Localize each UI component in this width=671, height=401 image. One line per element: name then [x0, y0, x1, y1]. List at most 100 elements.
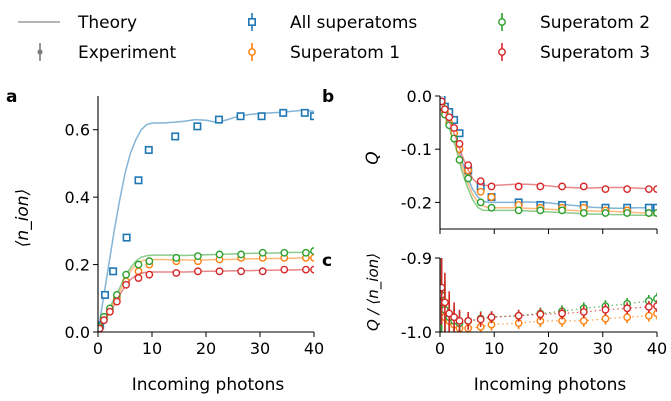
panel-a-xtick-label: 40 — [304, 339, 324, 358]
panel-b-point-superatom-2 — [579, 209, 588, 217]
panel-a-point-superatom-3 — [122, 280, 130, 289]
panel-c-point-superatom-3 — [579, 308, 588, 316]
panel-b-point-superatom-2 — [487, 203, 496, 212]
panel-b-point-superatom-2 — [536, 206, 545, 215]
panel-a-ylabel: ⟨n_ion⟩ — [13, 189, 33, 247]
panel-c-point-superatom-1 — [623, 313, 632, 322]
legend-superatom-1: Superatom 1 — [248, 43, 400, 63]
panel-b-point-superatom-2 — [601, 209, 610, 217]
panel-c-point-superatom-3 — [623, 304, 632, 313]
panel-c-point-superatom-3 — [601, 305, 610, 314]
panel-c-point-superatom-3 — [487, 313, 496, 322]
legend-superatom-1-label: Superatom 1 — [290, 43, 400, 63]
panel-a-point-all-superatoms — [193, 122, 202, 131]
panel-b-point-superatom-3 — [450, 124, 459, 132]
panel-b-point-superatom-3 — [445, 113, 454, 122]
panel-b-point-superatom-2 — [514, 206, 523, 215]
legend-superatom-2: Superatom 2 — [498, 13, 650, 33]
panel-b-theory-superatom-1 — [440, 101, 657, 214]
panel-c-point-superatom-3 — [653, 302, 657, 310]
panel-c-plot-area — [440, 258, 657, 332]
panel-a-point-superatom-2 — [258, 248, 267, 257]
panel-b-plot-area — [440, 96, 657, 217]
panel-c-xlabel: Incoming photons — [474, 375, 627, 395]
panel-a-point-all-superatoms — [171, 132, 180, 141]
panel-a-point-superatom-3 — [258, 267, 267, 276]
panel-a-point-superatom-3 — [215, 267, 224, 276]
panel-label-c: c — [322, 251, 332, 271]
panel-a-point-superatom-2 — [215, 250, 224, 259]
panel-a-xlabel: Incoming photons — [132, 375, 285, 395]
panel-c-point-superatom-3 — [536, 310, 545, 319]
panel-b-point-superatom-1 — [476, 187, 485, 196]
panel-b: 0.0 -0.1 -0.2 — [401, 87, 658, 234]
panel-a-point-superatom-2 — [122, 270, 130, 279]
panel-c-point-superatom-3 — [450, 313, 459, 322]
panel-b-point-superatom-3 — [653, 185, 657, 193]
panel-a-point-superatom-2 — [280, 248, 289, 257]
panel-a-point-superatom-3 — [237, 267, 246, 276]
panel-a-ytick-label: 0.0 — [65, 323, 90, 342]
panel-a-point-all-superatoms — [134, 176, 143, 185]
panel-a-ytick-label: 0.2 — [65, 256, 90, 275]
panel-b-point-superatom-3 — [440, 105, 449, 114]
legend-superatom-3: Superatom 3 — [498, 43, 650, 63]
panel-a-xtick-label: 10 — [142, 339, 162, 358]
panel-a-point-superatom-3 — [98, 324, 104, 332]
panel-b-point-superatom-2 — [644, 209, 653, 217]
panel-label-a: a — [6, 87, 17, 107]
legend-theory-label: Theory — [77, 13, 137, 33]
panel-a: 0 10 20 30 40 0.0 0.2 0.4 0.6 — [65, 96, 324, 358]
legend-theory: Theory — [18, 13, 137, 33]
panel-a-point-all-superatoms — [109, 267, 118, 276]
panel-a-point-all-superatoms — [144, 145, 153, 154]
panel-a-point-superatom-3 — [280, 265, 289, 274]
panel-c-xtick-label: 40 — [647, 339, 667, 358]
panel-a-ytick-label: 0.4 — [65, 188, 90, 207]
panel-c-point-superatom-3 — [455, 316, 464, 325]
panel-c-point-superatom-1 — [644, 311, 653, 320]
panel-c-point-superatom-3 — [440, 298, 449, 307]
legend-all-superatoms-label: All superatoms — [290, 13, 417, 33]
panel-a-xtick-label: 0 — [93, 339, 103, 358]
panel-a-point-all-superatoms — [300, 108, 309, 117]
panel-a-theory-superatom-2 — [98, 251, 314, 332]
legend-superatom-2-swatch — [498, 18, 506, 26]
panel-c-xtick-label: 0 — [435, 339, 445, 358]
legend-experiment-swatch — [37, 49, 43, 55]
panel-a-point-superatom-2 — [172, 253, 181, 262]
panel-a-point-superatom-2 — [310, 247, 314, 255]
panel-a-point-superatom-3 — [145, 270, 154, 279]
panel-b-point-superatom-3 — [487, 182, 496, 191]
panel-label-b: b — [322, 87, 334, 107]
panel-b-point-superatom-2 — [653, 209, 657, 217]
panel-b-point-superatom-3 — [558, 182, 566, 191]
panel-a-ytick-label: 0.6 — [65, 121, 90, 140]
panel-a-point-superatom-3 — [113, 297, 121, 306]
panel-a-point-superatom-3 — [172, 269, 181, 277]
panel-b-theory-superatom-2 — [440, 103, 657, 217]
panel-b-point-superatom-2 — [464, 174, 473, 183]
panel-c-point-superatom-3 — [558, 309, 566, 318]
legend-all-superatoms: All superatoms — [248, 13, 417, 33]
panel-a-theory-all-superatoms — [98, 109, 314, 332]
panel-a-xtick-label: 20 — [196, 339, 216, 358]
panel-c-point-superatom-1 — [601, 314, 610, 323]
panel-b-point-superatom-3 — [514, 182, 523, 191]
panel-a-point-all-superatoms — [236, 112, 245, 121]
panel-a-point-all-superatoms — [279, 108, 288, 117]
panel-a-point-all-superatoms — [101, 290, 110, 299]
panel-b-ylabel: Q — [363, 151, 383, 164]
panel-a-point-superatom-3 — [134, 274, 143, 282]
panel-b-point-superatom-2 — [558, 206, 566, 215]
panel-c-point-superatom-3 — [476, 315, 485, 324]
panel-c-trend-superatom-3 — [441, 287, 657, 322]
panel-a-point-superatom-3 — [310, 265, 314, 274]
panel-c-point-superatom-3 — [464, 316, 473, 325]
panel-b-point-superatom-2 — [455, 155, 464, 164]
panel-a-point-superatom-2 — [145, 257, 154, 266]
panel-b-ytick-label: -0.1 — [401, 140, 432, 159]
panel-a-point-all-superatoms — [122, 233, 131, 242]
panel-a-point-superatom-2 — [134, 260, 143, 269]
